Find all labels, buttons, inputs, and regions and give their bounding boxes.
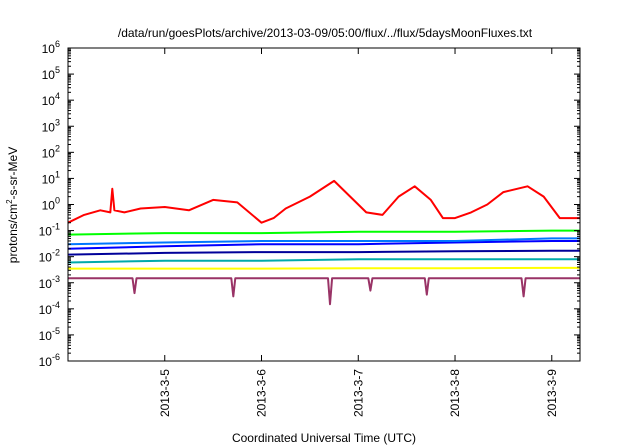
y-tick-label: 104 [42, 91, 60, 108]
y-tick-base: 10 [42, 199, 56, 213]
y-tick-exp: -6 [52, 352, 60, 362]
y-tick-label: 10-6 [39, 352, 60, 369]
y-tick-exp: 0 [55, 196, 60, 206]
series-line-3 [67, 240, 580, 250]
y-tick-label: 106 [42, 39, 60, 56]
y-axis-label-pre: protons/cm [6, 204, 20, 263]
series-line-5 [67, 249, 580, 256]
y-tick-base: 10 [39, 225, 53, 239]
y-tick-label: 10-3 [39, 274, 60, 291]
series-line-1 [67, 179, 580, 224]
y-tick-label: 10-5 [39, 326, 60, 343]
chart-title: /data/run/goesPlots/archive/2013-03-09/0… [118, 26, 533, 40]
y-axis: 10-610-510-410-310-210-11001011021031041… [39, 39, 580, 369]
y-tick-base: 10 [39, 251, 53, 265]
y-axis-label-post: -s-sr-MeV [6, 147, 20, 200]
y-tick-exp: 3 [55, 117, 60, 127]
y-tick-exp: -4 [52, 300, 60, 310]
y-tick-base: 10 [39, 277, 53, 291]
y-tick-label: 100 [42, 196, 60, 213]
y-tick-exp: -5 [52, 326, 60, 336]
x-axis-label: Coordinated Universal Time (UTC) [232, 431, 416, 445]
y-tick-label: 101 [42, 169, 60, 186]
y-tick-exp: 5 [55, 65, 60, 75]
y-tick-label: 10-1 [39, 222, 60, 239]
y-tick-base: 10 [39, 355, 53, 369]
y-tick-exp: -2 [52, 248, 60, 258]
y-tick-exp: 2 [55, 143, 60, 153]
y-tick-exp: 1 [55, 169, 60, 179]
y-tick-exp: 4 [55, 91, 60, 101]
x-tick-label: 2013-3-9 [545, 369, 559, 417]
y-tick-label: 10-4 [39, 300, 60, 317]
y-tick-base: 10 [42, 42, 56, 56]
series-line-7 [68, 266, 580, 270]
y-tick-base: 10 [42, 94, 56, 108]
y-axis-label-sup: 2 [5, 199, 14, 204]
x-tick-label: 2013-3-5 [158, 369, 172, 417]
y-tick-base: 10 [39, 329, 53, 343]
y-tick-exp: -3 [52, 274, 60, 284]
x-tick-label: 2013-3-7 [351, 369, 365, 417]
x-axis: 2013-3-5 2013-3-6 2013-3-7 2013-3-8 2013-3-9 [158, 48, 559, 417]
y-tick-base: 10 [42, 68, 56, 82]
y-tick-label: 105 [42, 65, 60, 82]
series-line-2 [67, 229, 580, 236]
series-layer [67, 179, 580, 306]
series-line-6 [67, 258, 580, 264]
series-line-8 [68, 277, 580, 306]
y-tick-base: 10 [39, 303, 53, 317]
y-tick-label: 103 [42, 117, 60, 134]
y-tick-exp: 6 [55, 39, 60, 49]
y-tick-base: 10 [42, 172, 56, 186]
y-tick-label: 102 [42, 143, 60, 160]
y-tick-exp: -1 [52, 222, 60, 232]
y-axis-label: protons/cm2-s-sr-MeV [5, 147, 20, 263]
x-tick-label: 2013-3-8 [448, 369, 462, 417]
y-tick-base: 10 [42, 120, 56, 134]
x-tick-label: 2013-3-6 [255, 369, 269, 417]
y-tick-label: 10-2 [39, 248, 60, 265]
plot-frame [67, 47, 581, 362]
y-tick-base: 10 [42, 146, 56, 160]
series-line-4 [67, 237, 580, 246]
